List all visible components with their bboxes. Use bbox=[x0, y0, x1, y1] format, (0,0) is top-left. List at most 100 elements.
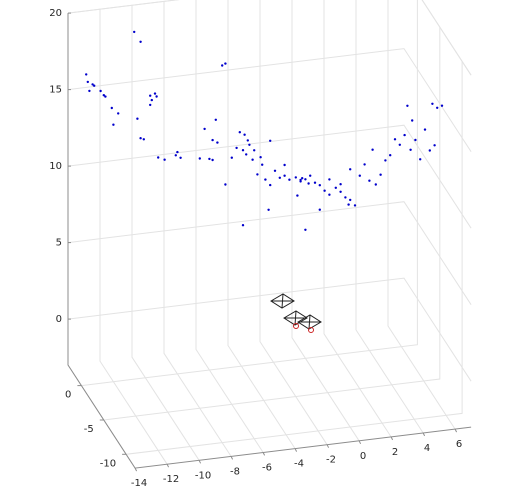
point bbox=[389, 154, 392, 157]
x-tick-label: -8 bbox=[230, 466, 240, 477]
point bbox=[419, 158, 422, 161]
point bbox=[163, 158, 166, 161]
point bbox=[253, 149, 256, 152]
point bbox=[155, 95, 158, 98]
grid bbox=[67, 0, 472, 469]
point bbox=[139, 40, 142, 43]
point bbox=[86, 80, 90, 84]
point bbox=[241, 149, 245, 152]
point bbox=[403, 133, 406, 137]
point bbox=[349, 198, 352, 202]
point bbox=[93, 84, 96, 87]
y-tick-label: -10 bbox=[100, 458, 116, 469]
point bbox=[433, 144, 436, 147]
point bbox=[214, 118, 217, 122]
point bbox=[323, 189, 326, 192]
grid-line bbox=[67, 277, 472, 382]
camera bbox=[270, 293, 295, 309]
x-tick-label: 0 bbox=[360, 451, 366, 462]
x-tick-label: 2 bbox=[392, 447, 398, 458]
point bbox=[328, 178, 331, 181]
point bbox=[436, 106, 439, 110]
x-tick-label: -12 bbox=[163, 474, 179, 485]
point bbox=[288, 178, 291, 181]
grid-line bbox=[163, 1, 232, 457]
grid-line bbox=[227, 0, 296, 449]
camera-center bbox=[293, 323, 299, 329]
point bbox=[264, 178, 267, 181]
grid-line bbox=[291, 0, 360, 442]
camera-frustum bbox=[271, 293, 294, 309]
grid-line bbox=[67, 201, 472, 305]
x-tick-label: -10 bbox=[195, 470, 211, 481]
grid-line bbox=[259, 0, 328, 445]
point bbox=[110, 106, 114, 110]
grid-line bbox=[355, 0, 424, 434]
point bbox=[301, 177, 304, 180]
y-tick-label: -5 bbox=[84, 424, 94, 435]
point bbox=[224, 62, 227, 65]
point bbox=[261, 163, 264, 166]
point bbox=[379, 173, 382, 176]
point bbox=[283, 163, 286, 167]
point bbox=[307, 182, 310, 185]
point bbox=[398, 143, 401, 146]
z-tick-label: 15 bbox=[49, 85, 62, 96]
point bbox=[304, 178, 307, 181]
point bbox=[339, 183, 342, 186]
point bbox=[136, 117, 139, 120]
point bbox=[431, 102, 434, 106]
point bbox=[104, 95, 107, 98]
grid-line bbox=[103, 27, 441, 421]
y-tick-label: 0 bbox=[65, 390, 71, 401]
point bbox=[349, 168, 352, 171]
camera-poses bbox=[270, 293, 322, 333]
point bbox=[393, 138, 397, 141]
point bbox=[371, 148, 374, 151]
point bbox=[269, 139, 272, 142]
x-tick bbox=[454, 428, 458, 433]
point bbox=[374, 183, 377, 186]
point bbox=[296, 194, 299, 197]
point bbox=[198, 157, 201, 160]
point bbox=[406, 104, 409, 108]
point bbox=[428, 149, 431, 152]
grid-line bbox=[126, 61, 463, 455]
point bbox=[256, 173, 259, 176]
x-tick bbox=[358, 440, 362, 445]
point bbox=[267, 208, 270, 211]
z-tick-label: 5 bbox=[56, 238, 62, 249]
point bbox=[411, 119, 414, 122]
camera-frustum bbox=[298, 314, 321, 330]
x-tick bbox=[134, 467, 138, 472]
point bbox=[318, 208, 321, 211]
point bbox=[347, 203, 350, 206]
point bbox=[203, 127, 206, 131]
point bbox=[243, 133, 246, 136]
grid-line bbox=[81, 0, 418, 387]
point bbox=[174, 154, 177, 157]
point bbox=[99, 89, 102, 93]
point bbox=[353, 204, 357, 207]
point bbox=[423, 128, 427, 131]
point bbox=[409, 148, 412, 151]
point bbox=[157, 156, 160, 159]
point bbox=[358, 174, 361, 177]
point bbox=[334, 186, 337, 189]
grid-line bbox=[131, 5, 200, 461]
camera-center bbox=[308, 327, 314, 333]
grid-line bbox=[323, 0, 392, 438]
point bbox=[133, 30, 136, 34]
point bbox=[299, 178, 302, 182]
point bbox=[309, 174, 312, 177]
point bbox=[88, 89, 91, 93]
point bbox=[224, 183, 227, 186]
camera-frustum bbox=[284, 310, 307, 326]
z-tick-label: 20 bbox=[49, 8, 62, 19]
x-tick bbox=[326, 444, 330, 448]
camera bbox=[297, 314, 322, 333]
x-tick bbox=[166, 463, 170, 468]
point bbox=[440, 104, 444, 107]
x-tick-label: -14 bbox=[131, 478, 147, 489]
